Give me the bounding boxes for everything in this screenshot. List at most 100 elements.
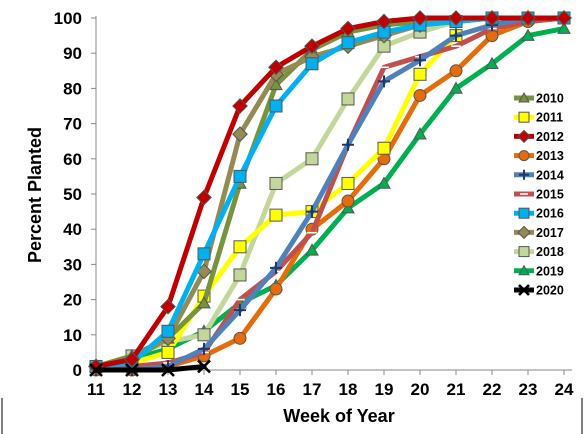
data-point-2018 [269, 176, 283, 190]
data-point-2018 [197, 328, 211, 342]
data-point-2019 [377, 176, 391, 189]
x-tick-label: 15 [231, 380, 250, 399]
data-point-2013 [269, 282, 283, 296]
x-tick-label: 12 [123, 380, 142, 399]
legend-label: 2012 [536, 130, 564, 144]
data-point-2013 [341, 194, 355, 208]
data-point-2012 [376, 13, 392, 30]
x-tick-label: 21 [447, 380, 466, 399]
legend-marker [519, 169, 529, 180]
x-tick-label: 14 [195, 380, 214, 399]
y-tick-label: 100 [54, 9, 82, 28]
legend-item-2010: 2010 [514, 92, 564, 106]
legend: 2010 2011 2012 2013 2014 2015 2016 2017 2018 2019… [514, 92, 564, 298]
data-point-2012 [124, 351, 140, 368]
data-point-2016 [269, 99, 283, 113]
data-point-2014 [414, 54, 426, 67]
legend-item-2015: 2015 [514, 188, 564, 202]
legend-marker [518, 150, 530, 162]
series-line-2020 [93, 364, 207, 373]
y-tick-label: 70 [63, 115, 82, 134]
legend-marker [518, 284, 530, 296]
legend-label: 2013 [536, 149, 564, 163]
data-point-2011 [233, 240, 247, 254]
data-point-2012 [304, 38, 320, 55]
data-point-2019 [413, 127, 427, 140]
data-point-2014 [306, 205, 318, 218]
data-point-2012 [160, 298, 176, 315]
data-point-2013 [233, 331, 247, 345]
x-tick-label: 11 [87, 380, 105, 399]
legend-marker [518, 207, 530, 219]
legend-item-2019: 2019 [514, 264, 564, 278]
data-point-2011 [161, 345, 175, 359]
data-point-2011 [341, 176, 355, 190]
x-tick-label: 13 [159, 380, 178, 399]
data-point-2013 [449, 64, 463, 78]
series-lines [88, 10, 572, 377]
legend-item-2017: 2017 [514, 225, 564, 240]
data-point-2020 [197, 359, 211, 374]
data-point-2012 [232, 98, 248, 114]
legend-item-2018: 2018 [514, 245, 564, 259]
legend-marker [517, 225, 531, 240]
data-point-2017 [232, 126, 248, 143]
data-point-2014 [378, 75, 390, 88]
data-point-2012 [196, 189, 212, 206]
legend-marker [518, 264, 530, 276]
data-point-2012 [340, 20, 356, 37]
x-tick-label: 18 [339, 380, 358, 399]
data-point-2014 [198, 342, 210, 355]
x-tick-label: 16 [267, 380, 286, 399]
x-tick-label: 20 [411, 380, 430, 399]
legend-label: 2010 [536, 92, 564, 106]
series-line-2014 [93, 15, 567, 373]
data-point-2010 [269, 77, 283, 91]
y-tick-label: 30 [63, 255, 82, 274]
data-point-2018 [233, 268, 247, 282]
data-point-2019 [449, 81, 463, 94]
legend-label: 2014 [536, 168, 564, 182]
series-2012 [88, 10, 572, 375]
y-tick-label: 20 [63, 291, 82, 310]
data-point-2014 [450, 29, 462, 42]
y-axis-title: Percent Planted [25, 127, 45, 263]
data-point-2016 [341, 36, 355, 50]
legend-item-2012: 2012 [514, 129, 564, 144]
data-point-2016 [233, 169, 247, 183]
legend-marker [518, 111, 530, 123]
data-point-2012 [448, 10, 464, 26]
data-point-2016 [305, 57, 319, 71]
y-tick-label: 40 [63, 220, 82, 239]
data-point-2011 [377, 141, 391, 155]
legend-marker [517, 129, 531, 144]
legend-item-2020: 2020 [514, 284, 564, 298]
data-point-2019 [485, 56, 499, 70]
legend-label: 2020 [536, 284, 564, 298]
y-tick-label: 80 [63, 79, 82, 98]
x-tick-label: 23 [519, 380, 538, 399]
data-point-2020 [161, 363, 175, 377]
x-tick-label: 17 [303, 380, 322, 399]
data-point-2016 [197, 247, 211, 261]
data-point-2012 [520, 10, 536, 26]
data-point-2012 [556, 10, 572, 26]
y-tick-label: 60 [63, 150, 82, 169]
data-point-2020 [125, 363, 139, 377]
legend-marker [518, 91, 530, 103]
y-tick-label: 10 [63, 326, 82, 345]
x-axis-title: Week of Year [283, 406, 394, 426]
data-point-2020 [89, 363, 103, 377]
y-tick-label: 90 [63, 44, 82, 63]
data-point-2012 [268, 59, 284, 76]
legend-label: 2018 [536, 245, 564, 259]
legend-label: 2011 [536, 111, 563, 125]
x-tick-label: 24 [555, 380, 574, 399]
legend-item-2011: 2011 [514, 111, 563, 125]
x-tick-label: 19 [375, 380, 394, 399]
y-tick-label: 0 [73, 361, 82, 380]
x-tick-label: 22 [483, 380, 502, 399]
data-point-2014 [270, 261, 282, 274]
